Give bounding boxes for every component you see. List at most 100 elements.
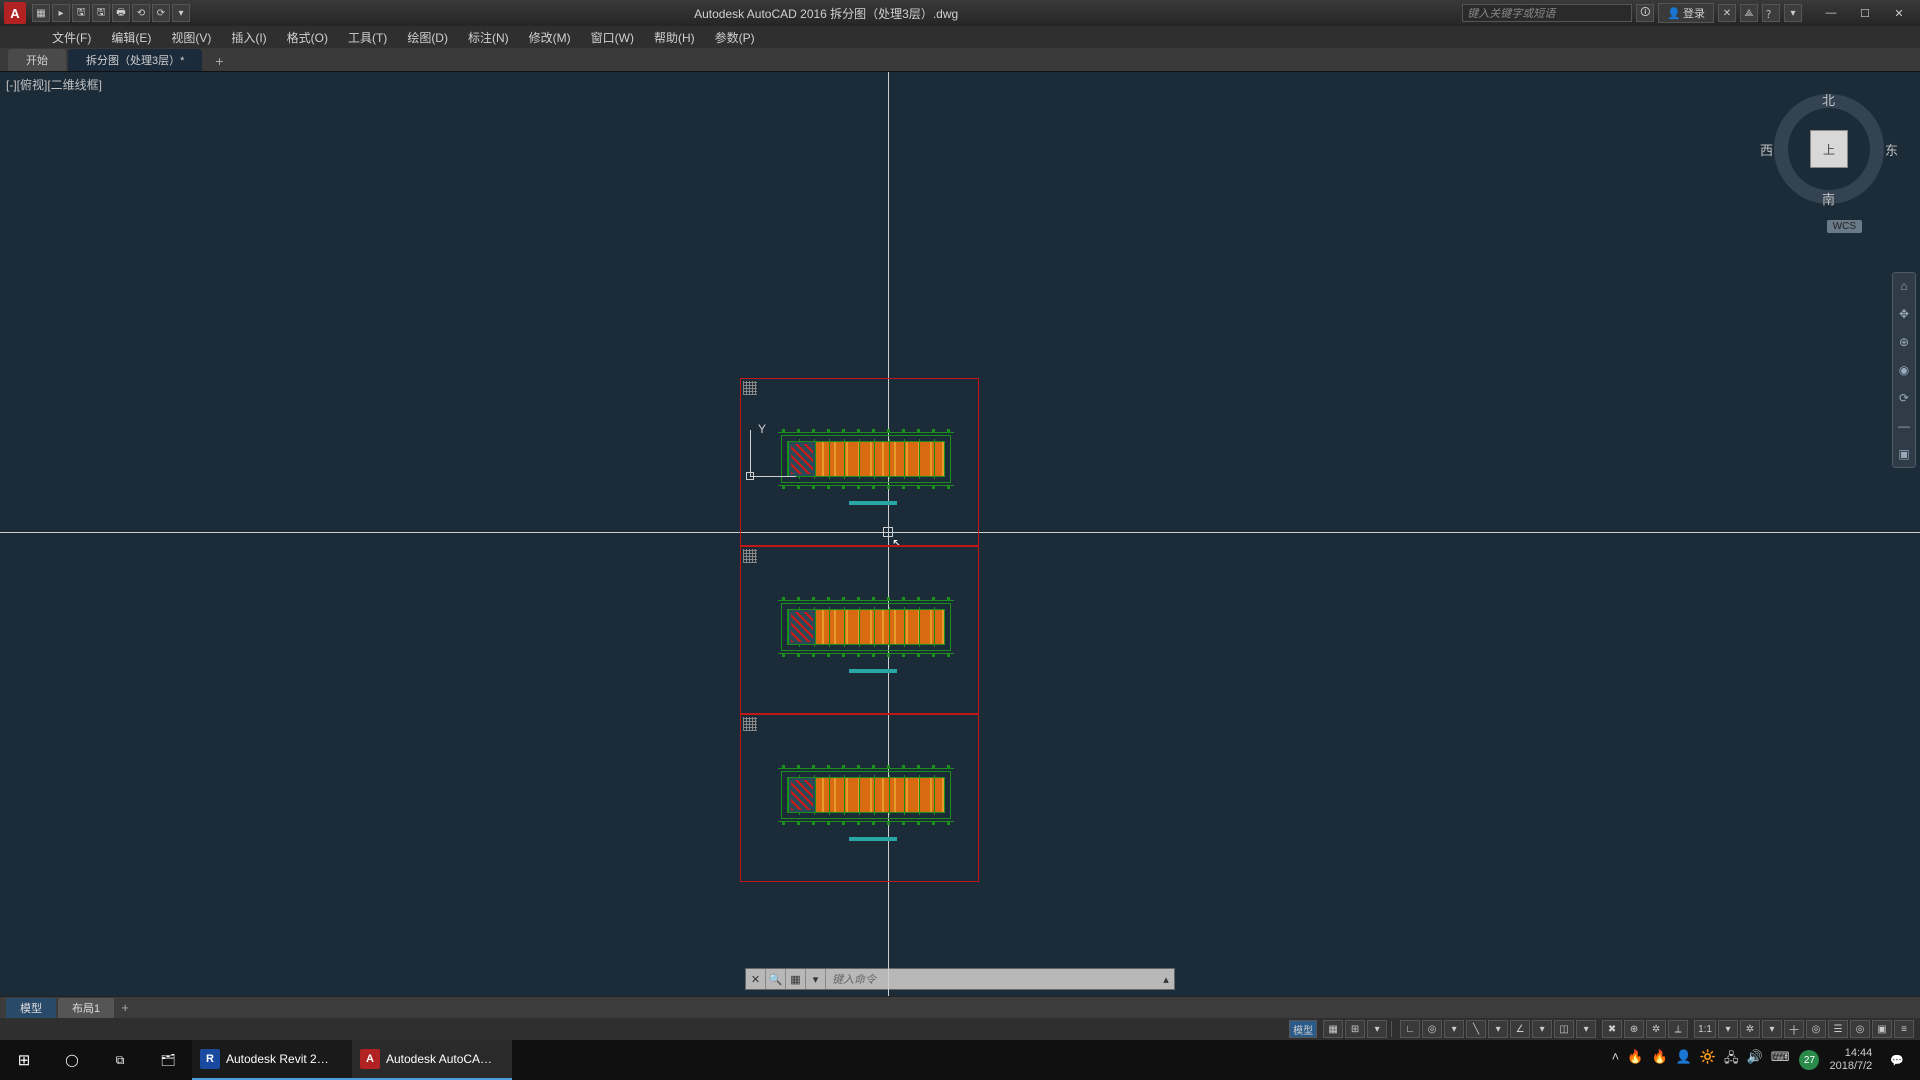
- status-toggle[interactable]: ▾: [1488, 1020, 1508, 1038]
- cmd-search-icon[interactable]: 🔍: [766, 969, 786, 989]
- status-toggle[interactable]: ▦: [1323, 1020, 1343, 1038]
- nav-tool-2[interactable]: ⊕: [1895, 333, 1913, 351]
- command-input[interactable]: 键入命令: [826, 971, 1158, 987]
- cmd-history-icon[interactable]: ▴: [1158, 973, 1174, 986]
- taskbar-app[interactable]: RAutodesk Revit 2…: [192, 1040, 352, 1080]
- tray-icon-3[interactable]: 👤: [1676, 1049, 1692, 1071]
- document-tab[interactable]: 拆分图（处理3层）*: [68, 49, 202, 71]
- tray-icon-2[interactable]: 🔥: [1651, 1049, 1667, 1071]
- menu-插入(I)[interactable]: 插入(I): [221, 26, 276, 49]
- status-toggle[interactable]: 1:1: [1694, 1020, 1716, 1038]
- nav-tool-3[interactable]: ◉: [1895, 361, 1913, 379]
- modelspace-button[interactable]: 模型: [1289, 1020, 1317, 1038]
- nav-tool-5[interactable]: —: [1895, 417, 1913, 435]
- status-toggle[interactable]: ◫: [1554, 1020, 1574, 1038]
- menu-修改(M)[interactable]: 修改(M): [519, 26, 581, 49]
- status-toggle[interactable]: ✖: [1602, 1020, 1622, 1038]
- status-toggle[interactable]: ▣: [1872, 1020, 1892, 1038]
- layout-tab[interactable]: 模型: [6, 998, 56, 1018]
- search-input[interactable]: 键入关键字或短语: [1462, 4, 1632, 22]
- menu-文件(F)[interactable]: 文件(F): [42, 26, 101, 49]
- nav-tool-0[interactable]: ⌂: [1895, 277, 1913, 295]
- viewcube-top-face[interactable]: 上: [1810, 130, 1848, 168]
- status-toggle[interactable]: ▾: [1444, 1020, 1464, 1038]
- cmd-dropdown-icon[interactable]: ▾: [806, 969, 826, 989]
- viewport-label[interactable]: [-][俯视][二维线框]: [6, 76, 102, 93]
- help-icon[interactable]: ？: [1762, 4, 1780, 22]
- nav-tool-1[interactable]: ✥: [1895, 305, 1913, 323]
- wcs-badge[interactable]: WCS: [1827, 220, 1862, 233]
- compass-south[interactable]: 南: [1822, 189, 1835, 208]
- wechat-badge[interactable]: 27: [1799, 1050, 1819, 1070]
- login-button[interactable]: 👤 登录: [1658, 3, 1714, 23]
- menu-视图(V)[interactable]: 视图(V): [161, 26, 221, 49]
- qat-button-1[interactable]: ▸: [52, 4, 70, 22]
- menu-标注(N)[interactable]: 标注(N): [458, 26, 519, 49]
- tray-icon-4[interactable]: 🔆: [1700, 1049, 1716, 1071]
- cortana-button[interactable]: ◯: [48, 1040, 96, 1080]
- status-toggle[interactable]: ∠: [1510, 1020, 1530, 1038]
- menu-编辑(E)[interactable]: 编辑(E): [101, 26, 161, 49]
- status-toggle[interactable]: ⊞: [1345, 1020, 1365, 1038]
- notifications-button[interactable]: 💬: [1882, 1040, 1912, 1080]
- close-button[interactable]: ✕: [1882, 3, 1916, 23]
- status-toggle[interactable]: ◎: [1850, 1020, 1870, 1038]
- menu-窗口(W)[interactable]: 窗口(W): [581, 26, 644, 49]
- qat-button-2[interactable]: 🖫: [72, 4, 90, 22]
- status-toggle[interactable]: ◎: [1806, 1020, 1826, 1038]
- qat-button-0[interactable]: ▦: [32, 4, 50, 22]
- status-toggle[interactable]: ▾: [1718, 1020, 1738, 1038]
- app-logo[interactable]: A: [4, 2, 26, 24]
- status-toggle[interactable]: ∟: [1400, 1020, 1420, 1038]
- tray-icon-1[interactable]: 🔥: [1627, 1049, 1643, 1071]
- status-toggle[interactable]: ◎: [1422, 1020, 1442, 1038]
- exchange-icon[interactable]: ✕: [1718, 4, 1736, 22]
- status-toggle[interactable]: ✲: [1740, 1020, 1760, 1038]
- status-toggle[interactable]: ☰: [1828, 1020, 1848, 1038]
- qat-button-3[interactable]: 🖫: [92, 4, 110, 22]
- cmd-close-icon[interactable]: ✕: [746, 969, 766, 989]
- add-layout-button[interactable]: +: [116, 1000, 134, 1015]
- maximize-button[interactable]: ☐: [1848, 3, 1882, 23]
- status-toggle[interactable]: ▾: [1532, 1020, 1552, 1038]
- document-tab[interactable]: 开始: [8, 49, 66, 71]
- qat-button-7[interactable]: ▾: [172, 4, 190, 22]
- infocenter-icon[interactable]: 🛈: [1636, 4, 1654, 22]
- tray-icon-7[interactable]: ⌨: [1771, 1049, 1790, 1071]
- qat-button-4[interactable]: 🖶: [112, 4, 130, 22]
- tray-icon-6[interactable]: 🔊: [1747, 1049, 1763, 1071]
- qat-button-6[interactable]: ⟳: [152, 4, 170, 22]
- taskbar-app[interactable]: AAutodesk AutoCA…: [352, 1040, 512, 1080]
- compass-east[interactable]: 东: [1885, 140, 1898, 159]
- status-toggle[interactable]: ╲: [1466, 1020, 1486, 1038]
- status-toggle[interactable]: ▾: [1367, 1020, 1387, 1038]
- menu-参数(P)[interactable]: 参数(P): [705, 26, 765, 49]
- minimize-button[interactable]: —: [1814, 3, 1848, 23]
- tray-icon-0[interactable]: ˄: [1612, 1049, 1620, 1071]
- status-toggle[interactable]: ⊕: [1624, 1020, 1644, 1038]
- status-toggle[interactable]: ≡: [1894, 1020, 1914, 1038]
- menu-工具(T)[interactable]: 工具(T): [338, 26, 397, 49]
- nav-tool-6[interactable]: ▣: [1895, 445, 1913, 463]
- compass-west[interactable]: 西: [1760, 140, 1773, 159]
- new-tab-button[interactable]: +: [208, 51, 230, 71]
- status-toggle[interactable]: ✲: [1646, 1020, 1666, 1038]
- file-explorer-button[interactable]: 🗂: [144, 1040, 192, 1080]
- qat-button-5[interactable]: ⟲: [132, 4, 150, 22]
- clock[interactable]: 14:44 2018/7/2: [1829, 1047, 1872, 1073]
- status-toggle[interactable]: ▾: [1762, 1020, 1782, 1038]
- start-button[interactable]: ⊞: [0, 1040, 48, 1080]
- nav-tool-4[interactable]: ⟳: [1895, 389, 1913, 407]
- xref-icon[interactable]: ⟁: [1740, 4, 1758, 22]
- layout-tab[interactable]: 布局1: [58, 998, 114, 1018]
- command-line[interactable]: ✕ 🔍 ▦ ▾ 键入命令 ▴: [745, 968, 1175, 990]
- view-cube[interactable]: 上 北 南 西 东: [1774, 94, 1884, 204]
- compass-north[interactable]: 北: [1822, 90, 1835, 109]
- task-view-button[interactable]: ⧉: [96, 1040, 144, 1080]
- status-toggle[interactable]: ▾: [1576, 1020, 1596, 1038]
- status-toggle[interactable]: ⟂: [1668, 1020, 1688, 1038]
- tray-icon-5[interactable]: 🖧: [1724, 1049, 1739, 1071]
- status-toggle[interactable]: 十: [1784, 1020, 1804, 1038]
- help-dropdown-icon[interactable]: ▾: [1784, 4, 1802, 22]
- menu-格式(O)[interactable]: 格式(O): [277, 26, 338, 49]
